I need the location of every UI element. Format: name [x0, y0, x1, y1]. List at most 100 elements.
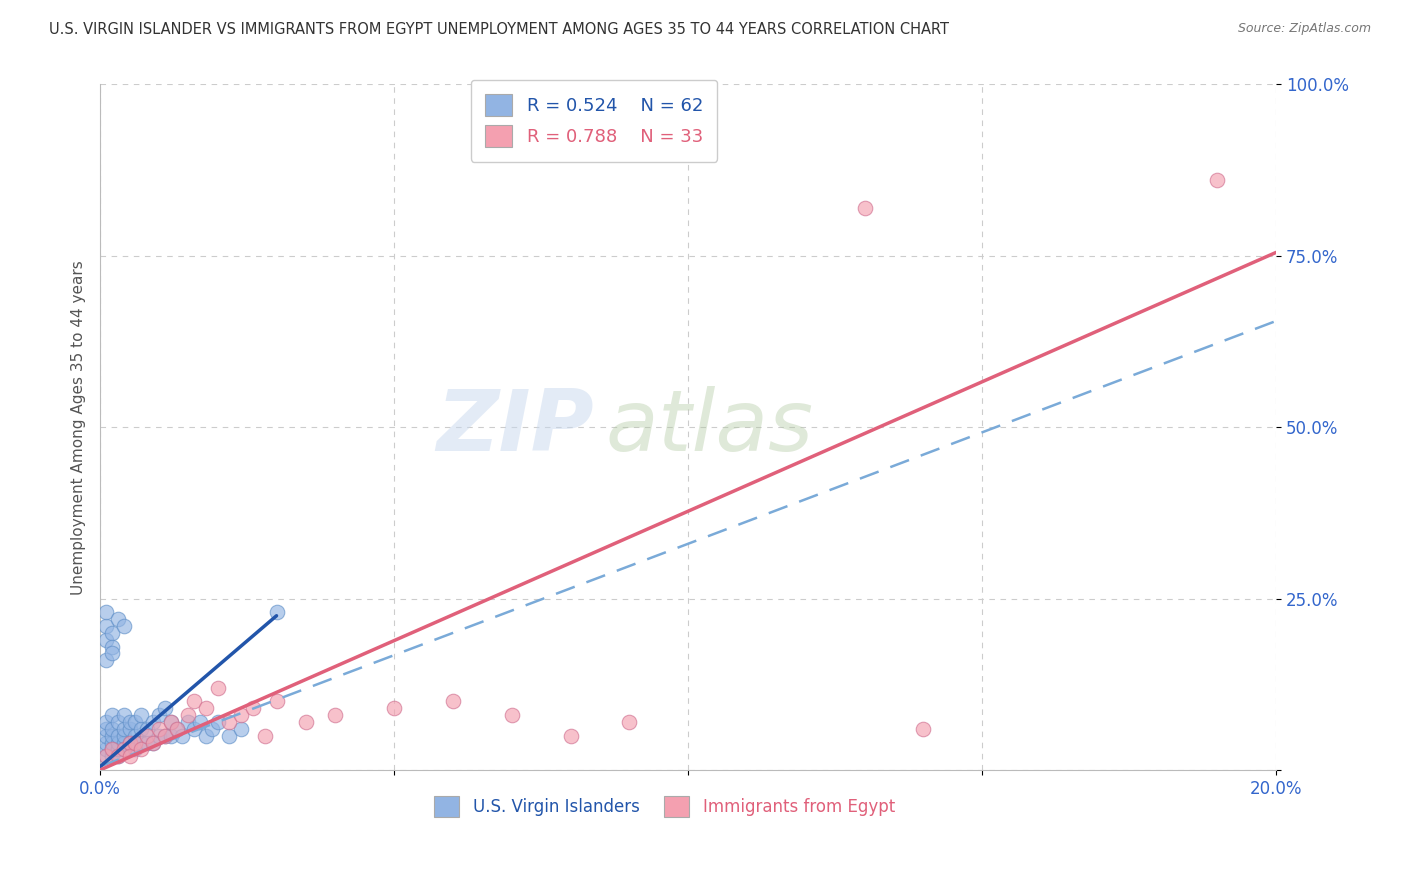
- Point: [94, 742, 117, 756]
- Text: U.S. VIRGIN ISLANDER VS IMMIGRANTS FROM EGYPT UNEMPLOYMENT AMONG AGES 35 TO 44 Y: U.S. VIRGIN ISLANDER VS IMMIGRANTS FROM …: [49, 22, 949, 37]
- Point: [101, 647, 124, 661]
- Point: [118, 742, 141, 756]
- Point: [124, 714, 146, 729]
- Point: [101, 722, 124, 736]
- Point: [94, 619, 117, 633]
- Point: [166, 722, 188, 736]
- Point: [1206, 173, 1229, 187]
- Point: [101, 626, 124, 640]
- Point: [177, 708, 200, 723]
- Point: [118, 714, 141, 729]
- Point: [112, 722, 135, 736]
- Point: [153, 729, 176, 743]
- Point: [107, 714, 129, 729]
- Point: [118, 749, 141, 764]
- Point: [142, 714, 165, 729]
- Point: [207, 681, 229, 695]
- Point: [136, 729, 159, 743]
- Point: [183, 722, 205, 736]
- Point: [107, 749, 129, 764]
- Point: [183, 694, 205, 708]
- Point: [107, 742, 129, 756]
- Point: [266, 605, 288, 619]
- Point: [194, 701, 217, 715]
- Point: [112, 742, 135, 756]
- Point: [94, 722, 117, 736]
- Text: Source: ZipAtlas.com: Source: ZipAtlas.com: [1237, 22, 1371, 36]
- Point: [441, 694, 464, 708]
- Point: [94, 749, 117, 764]
- Point: [107, 735, 129, 749]
- Point: [148, 722, 170, 736]
- Point: [172, 729, 194, 743]
- Point: [266, 694, 288, 708]
- Point: [101, 708, 124, 723]
- Point: [94, 714, 117, 729]
- Point: [159, 714, 181, 729]
- Point: [148, 729, 170, 743]
- Point: [136, 722, 159, 736]
- Point: [560, 729, 582, 743]
- Point: [295, 714, 318, 729]
- Point: [94, 605, 117, 619]
- Point: [101, 735, 124, 749]
- Point: [101, 729, 124, 743]
- Point: [107, 612, 129, 626]
- Point: [94, 749, 117, 764]
- Legend: U.S. Virgin Islanders, Immigrants from Egypt: U.S. Virgin Islanders, Immigrants from E…: [427, 789, 901, 823]
- Point: [142, 735, 165, 749]
- Point: [124, 729, 146, 743]
- Point: [201, 722, 224, 736]
- Point: [194, 729, 217, 743]
- Y-axis label: Unemployment Among Ages 35 to 44 years: Unemployment Among Ages 35 to 44 years: [72, 260, 86, 595]
- Point: [136, 735, 159, 749]
- Point: [218, 714, 240, 729]
- Point: [101, 742, 124, 756]
- Point: [619, 714, 641, 729]
- Point: [101, 640, 124, 654]
- Point: [166, 722, 188, 736]
- Point: [153, 729, 176, 743]
- Point: [177, 714, 200, 729]
- Point: [112, 729, 135, 743]
- Point: [129, 742, 152, 756]
- Point: [242, 701, 264, 715]
- Point: [148, 708, 170, 723]
- Point: [129, 722, 152, 736]
- Point: [912, 722, 935, 736]
- Point: [142, 735, 165, 749]
- Point: [323, 708, 346, 723]
- Point: [112, 708, 135, 723]
- Point: [112, 735, 135, 749]
- Point: [218, 729, 240, 743]
- Point: [118, 722, 141, 736]
- Point: [501, 708, 523, 723]
- Point: [94, 729, 117, 743]
- Point: [94, 632, 117, 647]
- Point: [129, 735, 152, 749]
- Point: [382, 701, 405, 715]
- Point: [207, 714, 229, 729]
- Point: [231, 708, 253, 723]
- Point: [188, 714, 211, 729]
- Point: [253, 729, 276, 743]
- Point: [231, 722, 253, 736]
- Point: [112, 742, 135, 756]
- Point: [112, 619, 135, 633]
- Point: [124, 742, 146, 756]
- Point: [107, 749, 129, 764]
- Text: ZIP: ZIP: [436, 385, 595, 468]
- Point: [124, 735, 146, 749]
- Point: [118, 735, 141, 749]
- Point: [129, 708, 152, 723]
- Point: [118, 735, 141, 749]
- Text: atlas: atlas: [606, 385, 814, 468]
- Point: [159, 714, 181, 729]
- Point: [101, 749, 124, 764]
- Point: [107, 729, 129, 743]
- Point: [94, 653, 117, 667]
- Point: [159, 729, 181, 743]
- Point: [101, 742, 124, 756]
- Point: [94, 735, 117, 749]
- Point: [853, 201, 876, 215]
